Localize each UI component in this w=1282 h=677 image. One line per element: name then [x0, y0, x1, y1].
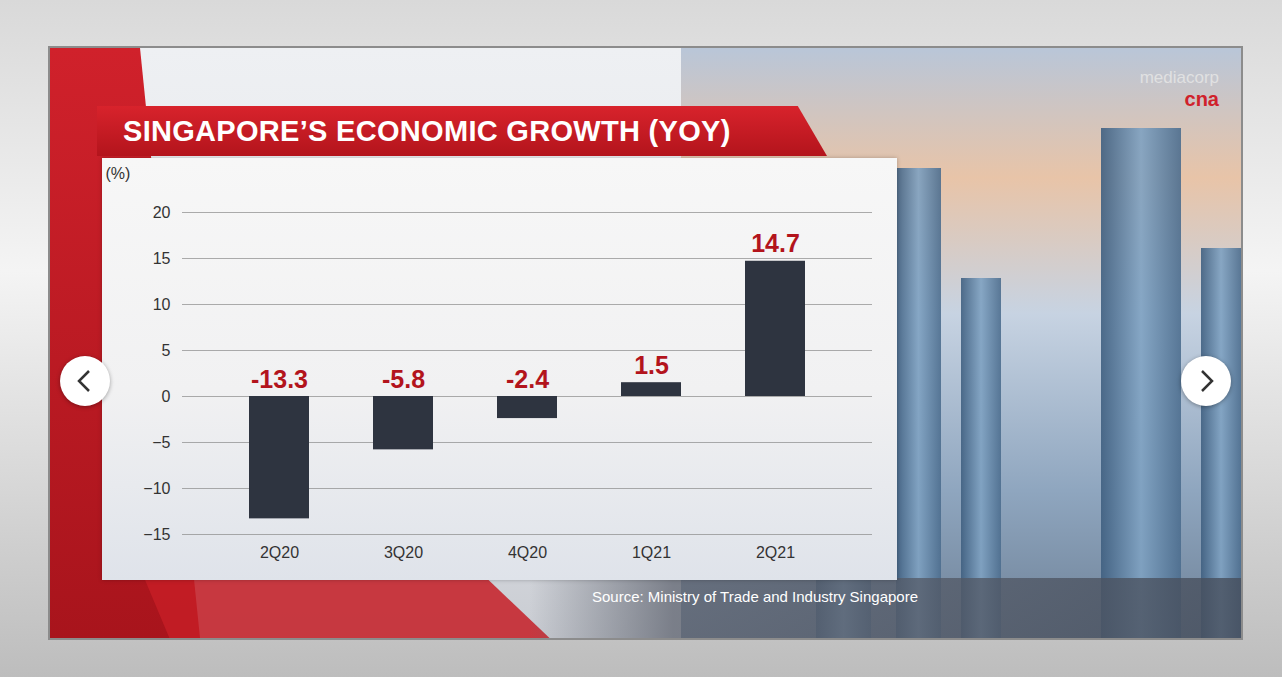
html-text:cna: cna [1184, 88, 1219, 110]
svg-text:−10: −10 [143, 480, 170, 497]
svg-text:1.5: 1.5 [634, 351, 669, 379]
svg-text:-13.3: -13.3 [251, 365, 308, 393]
svg-text:15: 15 [153, 250, 171, 267]
svg-text:0: 0 [162, 388, 171, 405]
svg-text:1Q21: 1Q21 [632, 544, 671, 561]
svg-text:10: 10 [153, 296, 171, 313]
svg-text:-5.8: -5.8 [382, 365, 425, 393]
svg-text:2Q21: 2Q21 [756, 544, 795, 561]
svg-text:4Q20: 4Q20 [508, 544, 547, 561]
svg-text:-2.4: -2.4 [506, 365, 549, 393]
svg-text:5: 5 [162, 342, 171, 359]
svg-text:−15: −15 [143, 526, 170, 543]
svg-text:−5: −5 [152, 434, 170, 451]
svg-text:2Q20: 2Q20 [260, 544, 299, 561]
svg-text:20: 20 [153, 204, 171, 221]
html-text:mediacorp: mediacorp [1139, 68, 1219, 87]
svg-text:3Q20: 3Q20 [384, 544, 423, 561]
svg-text:(%): (%) [106, 165, 131, 182]
html-text:Source: Ministry of Trade and: Source: Ministry of Trade and Industry S… [592, 588, 918, 605]
svg-text:14.7: 14.7 [751, 229, 800, 257]
html-text:SINGAPORE’S ECONOMIC GROWTH (Y: SINGAPORE’S ECONOMIC GROWTH (YOY) [123, 115, 731, 147]
